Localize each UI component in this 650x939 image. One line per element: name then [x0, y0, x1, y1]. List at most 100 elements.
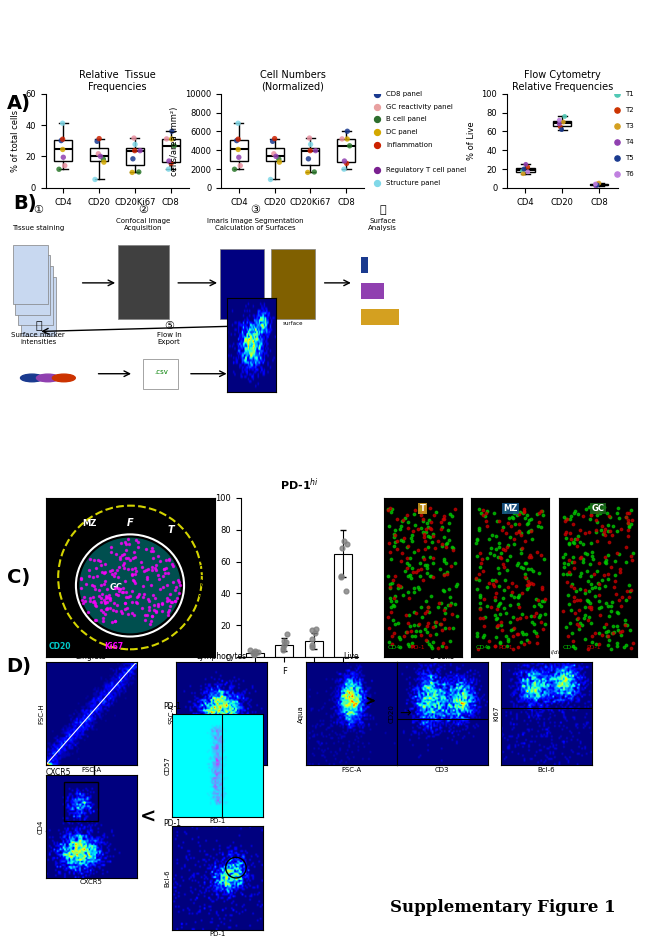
- Point: [534, 505, 544, 520]
- Point: [571, 617, 582, 632]
- Point: [441, 556, 452, 571]
- Y-axis label: Ki67: Ki67: [493, 706, 499, 721]
- Point: [439, 508, 449, 523]
- Point: [489, 505, 500, 520]
- Point: [474, 590, 485, 605]
- Point: [531, 628, 541, 643]
- Point: [424, 530, 435, 545]
- Point: [401, 561, 411, 576]
- Point: [475, 588, 486, 603]
- Point: [506, 587, 517, 602]
- Point: [596, 600, 606, 615]
- Point: [529, 617, 539, 632]
- Point: [307, 640, 318, 655]
- Title: Singlets: Singlets: [75, 653, 107, 661]
- Point: [564, 596, 574, 611]
- Point: [610, 574, 620, 589]
- Point: [142, 608, 152, 623]
- Point: [112, 587, 123, 602]
- Point: [524, 524, 534, 539]
- Point: [521, 609, 531, 624]
- Point: [619, 617, 630, 632]
- Point: [583, 599, 593, 614]
- Circle shape: [79, 537, 181, 633]
- Point: [607, 625, 618, 640]
- Point: [433, 600, 443, 615]
- Point: [560, 109, 570, 124]
- Point: [592, 177, 602, 192]
- Point: [142, 569, 152, 584]
- Text: ⑫: ⑫: [35, 321, 42, 331]
- Point: [570, 503, 580, 518]
- Point: [494, 596, 504, 611]
- X-axis label: PD-1: PD-1: [209, 931, 226, 937]
- Point: [428, 620, 438, 635]
- Point: [537, 503, 547, 518]
- Point: [606, 604, 616, 619]
- Point: [493, 536, 504, 551]
- Point: [130, 137, 140, 152]
- Text: Confocal Image
Acquisition: Confocal Image Acquisition: [116, 218, 170, 231]
- Point: [439, 511, 450, 526]
- Point: [392, 534, 402, 549]
- Point: [76, 571, 86, 586]
- Point: [522, 581, 532, 596]
- Point: [593, 176, 604, 191]
- Point: [105, 591, 116, 606]
- Point: [390, 535, 400, 550]
- Point: [516, 559, 526, 574]
- Point: [555, 119, 566, 134]
- Point: [396, 518, 406, 533]
- Point: [517, 624, 527, 639]
- Point: [150, 562, 161, 577]
- Point: [528, 563, 538, 578]
- Point: [614, 593, 624, 608]
- Point: [601, 553, 611, 568]
- Point: [519, 503, 529, 518]
- Point: [341, 584, 352, 599]
- Text: →: →: [400, 707, 411, 720]
- Point: [569, 531, 580, 546]
- Point: [618, 623, 628, 639]
- Text: PD-1: PD-1: [411, 645, 425, 651]
- Text: PD-1: PD-1: [586, 645, 601, 651]
- Point: [157, 604, 167, 619]
- Text: GC: GC: [592, 504, 604, 513]
- Point: [388, 573, 398, 588]
- Title: Cell Numbers
(Normalized): Cell Numbers (Normalized): [259, 70, 326, 92]
- Point: [447, 539, 457, 554]
- Point: [582, 593, 592, 608]
- Point: [625, 623, 635, 638]
- Point: [622, 618, 632, 633]
- Point: [168, 575, 178, 590]
- Point: [445, 634, 456, 649]
- Point: [595, 506, 605, 521]
- Point: [624, 590, 634, 605]
- Point: [396, 532, 406, 547]
- Point: [402, 507, 412, 522]
- Point: [513, 597, 523, 612]
- Point: [404, 558, 414, 573]
- Point: [137, 590, 148, 605]
- Point: [606, 560, 616, 575]
- Text: Regulatory T cell panel: Regulatory T cell panel: [386, 167, 466, 173]
- Point: [387, 575, 397, 590]
- Point: [83, 604, 93, 619]
- Point: [127, 165, 137, 180]
- Point: [417, 609, 428, 624]
- Text: Inflammation: Inflammation: [386, 142, 433, 147]
- X-axis label: CD3: CD3: [435, 766, 449, 773]
- Point: [604, 534, 614, 549]
- Point: [622, 505, 632, 520]
- Point: [421, 624, 432, 639]
- Point: [110, 565, 120, 580]
- Point: [425, 639, 436, 654]
- Point: [442, 567, 452, 582]
- Point: [447, 607, 457, 622]
- Point: [499, 543, 510, 558]
- Point: [401, 608, 411, 623]
- Point: [140, 562, 151, 577]
- Point: [623, 529, 634, 544]
- Point: [494, 514, 504, 529]
- Point: [590, 625, 600, 640]
